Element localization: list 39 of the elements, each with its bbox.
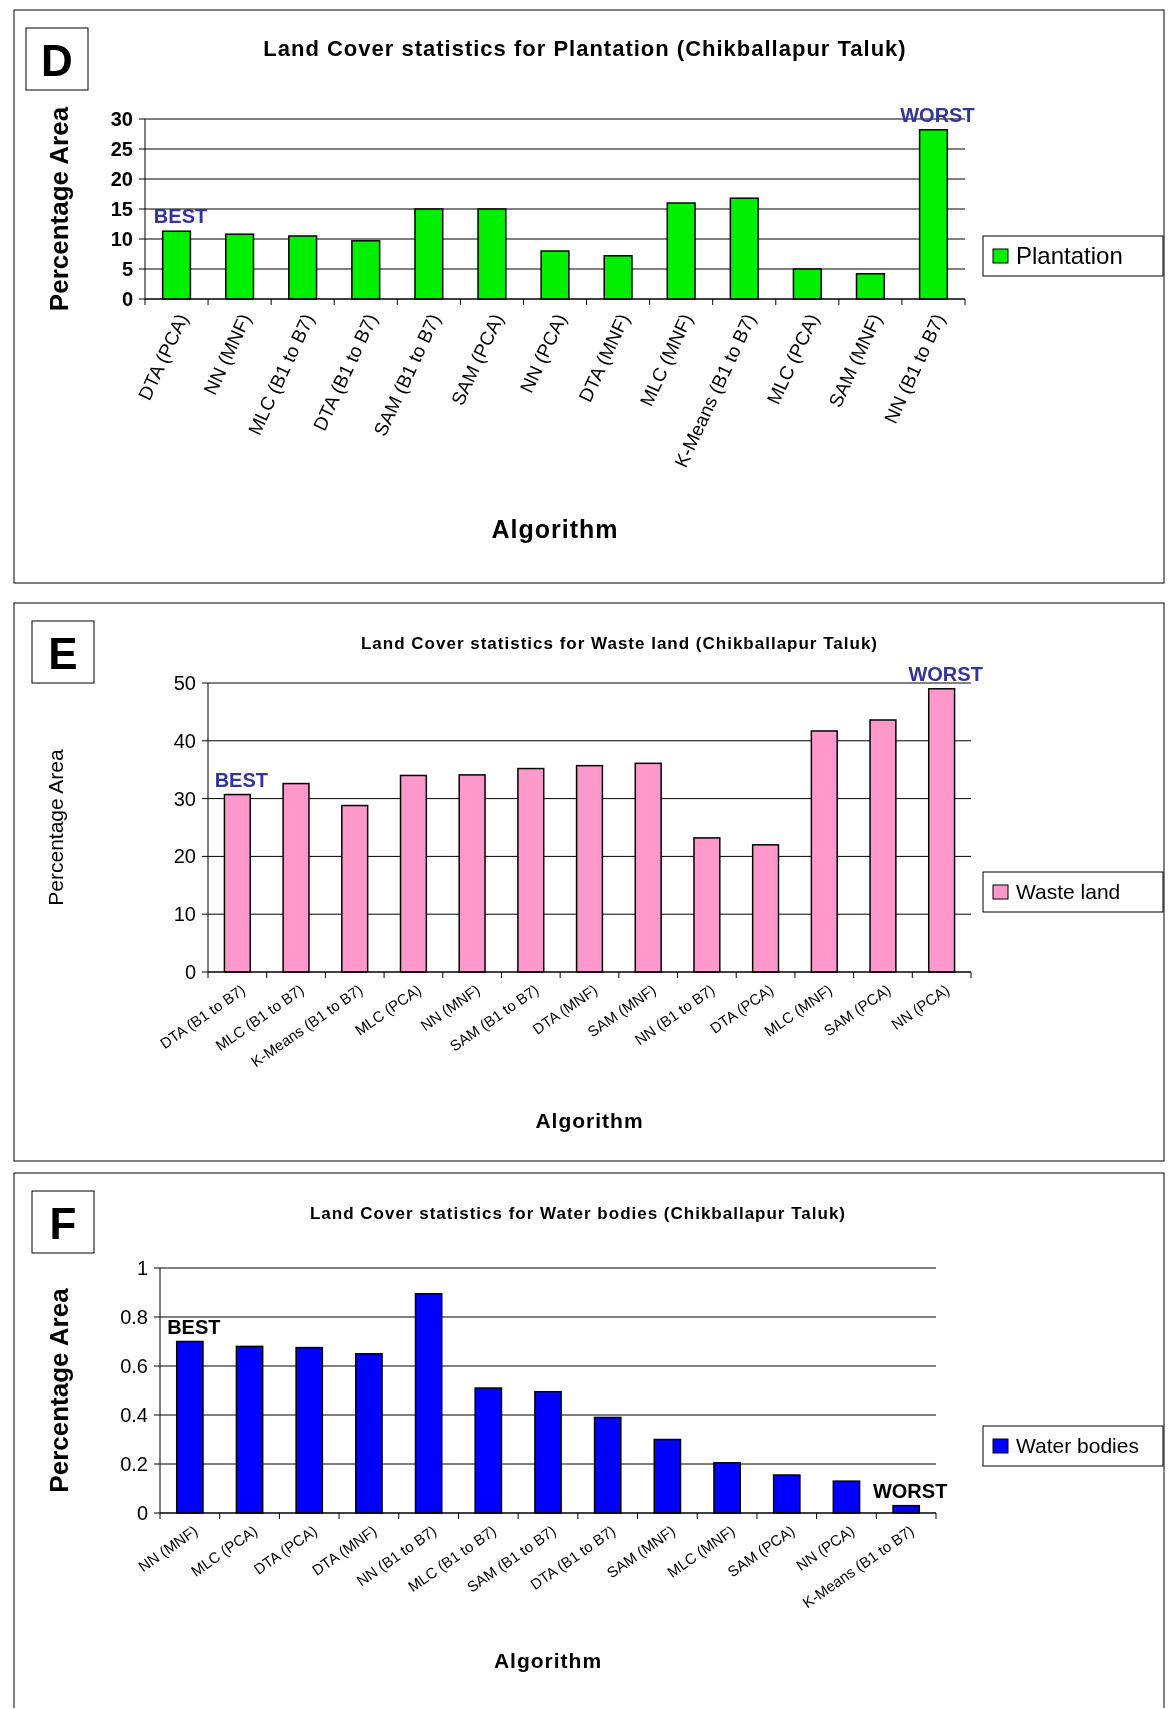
x-axis-title: Algorithm <box>535 1109 644 1132</box>
text: E <box>48 628 78 678</box>
y-tick-label: 20 <box>173 845 196 868</box>
y-tick-label: 30 <box>110 108 133 130</box>
chart-title: Land Cover statistics for Waste land (Chikballapur Taluk) <box>360 634 879 653</box>
y-tick-label: 0.8 <box>120 1306 148 1328</box>
chart-title: Land Cover statistics for Plantation (Chikballapur Taluk) <box>263 36 907 61</box>
x-axis-title: Algorithm <box>491 515 619 543</box>
y-tick-label: 0.6 <box>120 1355 148 1377</box>
y-axis-title: Percentage Area <box>44 1287 74 1493</box>
text: D <box>41 35 73 85</box>
y-tick-label: 0 <box>184 961 196 983</box>
legend-label: Plantation <box>1016 242 1123 270</box>
y-tick-label: 20 <box>110 168 133 190</box>
y-tick-label: 30 <box>173 787 196 810</box>
y-tick-label: 5 <box>121 258 133 280</box>
annotation: WORST <box>872 1479 948 1502</box>
y-tick-label: 10 <box>173 903 196 926</box>
y-tick-label: 0 <box>121 288 133 310</box>
text: F <box>49 1198 77 1248</box>
y-tick-label: 50 <box>173 672 196 694</box>
y-tick-label: 0.2 <box>120 1453 148 1475</box>
legend-label: Water bodies <box>1016 1434 1139 1458</box>
annotation: BEST <box>214 768 269 791</box>
annotation: BEST <box>167 1315 221 1338</box>
y-axis-title: Percentage Area <box>44 748 67 906</box>
chart-title: Land Cover statistics for Water bodies (Chikballapur Taluk) <box>309 1204 847 1223</box>
annotation: BEST <box>153 205 208 228</box>
y-tick-label: 40 <box>173 729 196 752</box>
y-tick-label: 10 <box>110 228 133 250</box>
legend-label: Waste land <box>1016 880 1121 904</box>
y-axis-title: Percentage Area <box>44 106 74 312</box>
y-tick-label: 0 <box>136 1502 148 1524</box>
x-axis-title: Algorithm <box>493 1649 603 1672</box>
y-tick-label: 25 <box>110 138 133 160</box>
y-tick-label: 0.4 <box>120 1404 148 1426</box>
y-tick-label: 15 <box>110 198 133 220</box>
y-tick-label: 1 <box>136 1257 148 1279</box>
annotation: WORST <box>908 662 983 685</box>
